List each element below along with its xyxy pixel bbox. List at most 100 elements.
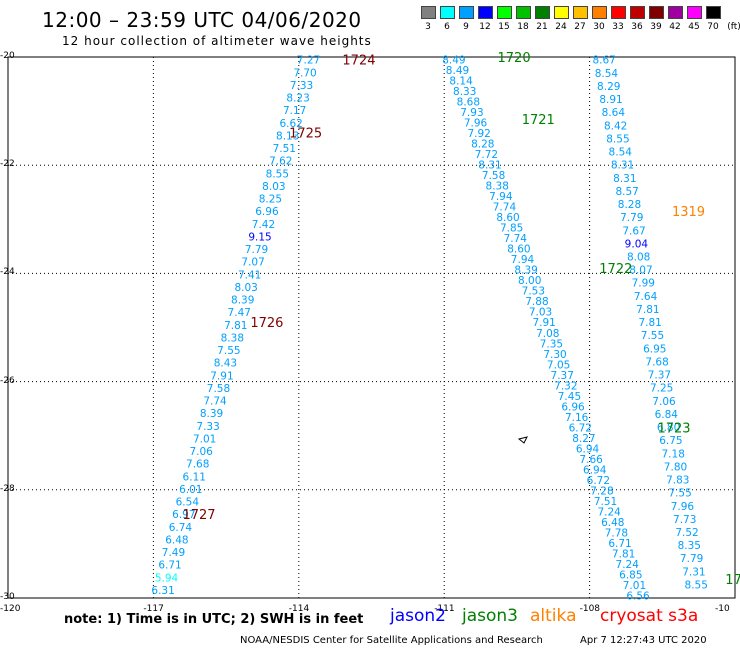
altimeter-tracks: 7.277.707.338.237.176.628.137.517.628.55… [151, 55, 708, 603]
wave-height-value: 7.28 [590, 485, 613, 497]
legend-swatch [535, 6, 550, 19]
wave-height-value: 6.85 [619, 569, 642, 581]
satellite-name: jason2 [390, 606, 446, 626]
wave-height-value: 8.43 [214, 358, 237, 370]
wave-height-value: 6.72 [587, 475, 610, 487]
wave-height-value: 7.55 [641, 330, 664, 342]
wave-height-value: 7.80 [664, 461, 687, 473]
wave-height-value: 7.92 [467, 128, 490, 140]
wave-height-value: 7.81 [224, 320, 247, 332]
pass-time-label: 1722 [599, 262, 632, 277]
wave-height-value: 7.62 [269, 156, 292, 168]
wave-height-value: 6.48 [165, 534, 188, 546]
wave-height-value: 7.37 [551, 370, 574, 382]
legend-label: 45 [688, 22, 700, 32]
satellite-name: jason3 [462, 606, 518, 626]
lon-label: -114 [288, 604, 310, 614]
lon-label: -111 [434, 604, 455, 614]
legend-swatch [497, 6, 512, 19]
legend-label: 36 [631, 22, 643, 32]
wave-height-value: 8.49 [442, 55, 465, 67]
wave-height-value: 7.94 [489, 191, 513, 203]
wave-height-value: 9.15 [248, 231, 271, 243]
pass-time-label: 1725 [289, 127, 322, 142]
wave-height-value: 8.55 [685, 579, 708, 591]
wave-height-value: 7.33 [196, 421, 219, 433]
satellite-name: altika [530, 606, 577, 626]
wave-height-value: 7.93 [460, 107, 483, 119]
legend-swatch [668, 6, 683, 19]
wave-height-value: 8.35 [678, 540, 701, 552]
wave-height-value: 7.05 [547, 359, 570, 371]
wave-height-value: 9.04 [625, 238, 649, 250]
wave-height-value: 7.37 [648, 370, 671, 382]
wave-height-value: 7.81 [612, 548, 635, 560]
wave-height-value: 7.52 [675, 527, 698, 539]
wave-height-value: 6.71 [608, 538, 631, 550]
wave-height-value: 7.74 [493, 202, 517, 214]
wave-height-value: 8.67 [592, 55, 615, 67]
wave-height-value: 8.38 [221, 332, 244, 344]
wave-height-value: 7.58 [207, 383, 230, 395]
legend-swatch [459, 6, 474, 19]
wave-height-value: 8.39 [200, 408, 223, 420]
wave-height-value: 6.11 [183, 471, 206, 483]
legend-label: 24 [555, 22, 567, 32]
lon-label: -10 [715, 604, 730, 614]
legend-label: 42 [669, 22, 681, 32]
wave-height-value: 8.54 [609, 147, 633, 159]
wave-height-value: 7.68 [186, 459, 209, 471]
wave-height-value: 7.67 [622, 225, 645, 237]
wave-height-value: 8.03 [234, 282, 257, 294]
wave-height-value: 7.55 [217, 345, 240, 357]
legend-swatch [611, 6, 626, 19]
legend-swatch [573, 6, 588, 19]
wave-height-value: 6.96 [561, 401, 585, 413]
wave-height-value: 7.08 [536, 328, 559, 340]
wave-height-value: 7.74 [504, 233, 528, 245]
wave-height-value: 6.75 [659, 435, 682, 447]
legend-swatch [440, 6, 455, 19]
wave-height-value: 7.30 [543, 349, 566, 361]
lat-label: -28 [0, 483, 15, 494]
pass-time-label: 1727 [182, 508, 215, 523]
wave-height-value: 7.42 [252, 219, 275, 231]
wave-height-value: 6.94 [576, 443, 600, 455]
wave-height-value: 7.81 [636, 304, 659, 316]
pass-time-label: 1724 [725, 573, 740, 588]
wave-height-value: 7.49 [162, 547, 185, 559]
legend-label: 33 [612, 22, 624, 32]
wave-height-value: 7.64 [634, 291, 658, 303]
wave-height-value: 8.29 [597, 81, 620, 93]
wave-height-value: 7.79 [245, 244, 268, 256]
wave-height-value: 6.95 [643, 343, 666, 355]
wave-height-value: 7.06 [189, 446, 213, 458]
wave-height-value: 8.42 [604, 120, 627, 132]
legend-unit: (ft) [727, 22, 740, 32]
track-b: 8.498.498.148.338.687.937.967.928.287.72… [442, 55, 650, 603]
wave-height-value: 7.51 [594, 496, 617, 508]
lon-label: -117 [143, 604, 164, 614]
lat-label: -24 [0, 267, 15, 278]
legend-label: 39 [650, 22, 662, 32]
wave-height-value: 7.47 [228, 307, 251, 319]
wave-height-value: 6.01 [179, 484, 202, 496]
wave-height-value: 6.72 [569, 422, 592, 434]
wave-height-value: 7.70 [293, 67, 316, 79]
wave-height-value: 8.31 [613, 173, 636, 185]
wave-height-value: 8.25 [259, 194, 282, 206]
wave-height-value: 7.79 [620, 212, 643, 224]
wave-height-value: 7.58 [482, 170, 505, 182]
legend-swatch [516, 6, 531, 19]
wave-height-value: 7.16 [565, 412, 589, 424]
pass-time-label: 1721 [522, 113, 555, 128]
wave-height-value: 7.31 [682, 566, 705, 578]
wave-height-value: 8.57 [615, 186, 638, 198]
wave-height-value: 6.31 [151, 585, 174, 597]
map-title: 12:00 – 23:59 UTC 04/06/2020 [42, 8, 362, 32]
wave-height-value: 8.31 [611, 160, 634, 172]
legend-swatch [478, 6, 493, 19]
satellite-name: cryosat s3a [600, 606, 699, 626]
lon-label: -120 [0, 604, 21, 614]
